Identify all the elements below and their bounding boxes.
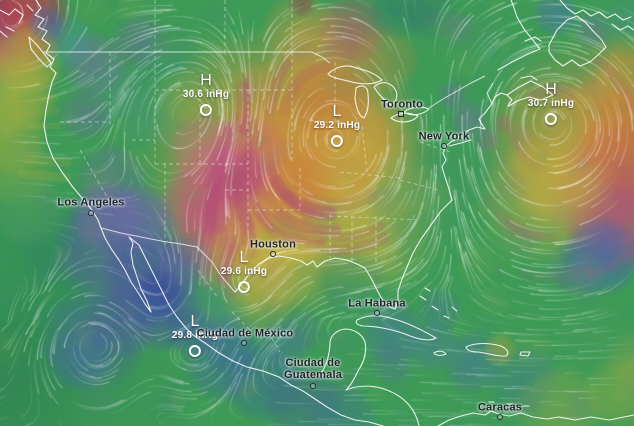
city-marker-ciudad-de-guatemala[interactable] [310,383,316,389]
city-label-toronto[interactable]: Toronto [380,98,424,111]
city-marker-caracas[interactable] [497,414,503,420]
city-marker-los-angeles[interactable] [88,210,94,216]
city-marker-new-york[interactable] [441,143,447,149]
city-marker-ciudad-de-m-xico[interactable] [241,340,247,346]
city-label-ciudad-de-m-xico[interactable]: Ciudad de México [196,327,294,340]
city-label-ciudad-de-guatemala[interactable]: Ciudad de Guatemala [283,357,343,381]
city-label-la-habana[interactable]: La Habana [348,297,406,310]
city-label-los-angeles[interactable]: Los Angeles [57,196,125,209]
city-label-new-york[interactable]: New York [418,130,470,143]
city-label-caracas[interactable]: Caracas [477,401,523,414]
city-label-houston[interactable]: Houston [249,238,297,251]
city-marker-toronto[interactable] [398,111,404,117]
city-marker-houston[interactable] [270,251,276,257]
city-marker-la-habana[interactable] [374,310,380,316]
